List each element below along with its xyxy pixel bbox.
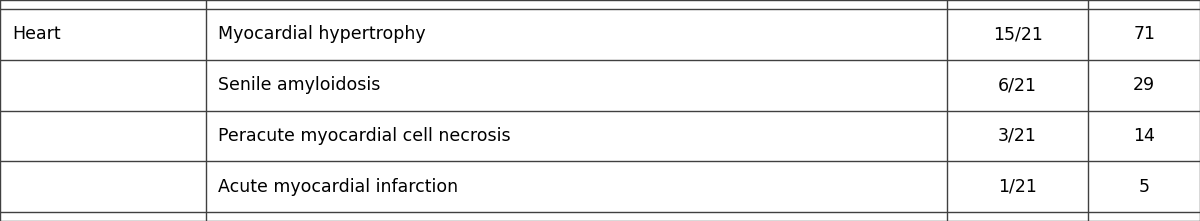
Text: Acute myocardial infarction: Acute myocardial infarction xyxy=(218,178,458,196)
Text: 3/21: 3/21 xyxy=(998,127,1037,145)
Text: Heart: Heart xyxy=(12,25,61,43)
Text: 14: 14 xyxy=(1133,127,1156,145)
Text: 5: 5 xyxy=(1139,178,1150,196)
Text: Senile amyloidosis: Senile amyloidosis xyxy=(218,76,380,94)
Text: 29: 29 xyxy=(1133,76,1156,94)
Text: 1/21: 1/21 xyxy=(998,178,1037,196)
Text: 71: 71 xyxy=(1133,25,1156,43)
Text: Peracute myocardial cell necrosis: Peracute myocardial cell necrosis xyxy=(218,127,511,145)
Text: 6/21: 6/21 xyxy=(998,76,1037,94)
Text: 15/21: 15/21 xyxy=(992,25,1043,43)
Text: Myocardial hypertrophy: Myocardial hypertrophy xyxy=(218,25,426,43)
